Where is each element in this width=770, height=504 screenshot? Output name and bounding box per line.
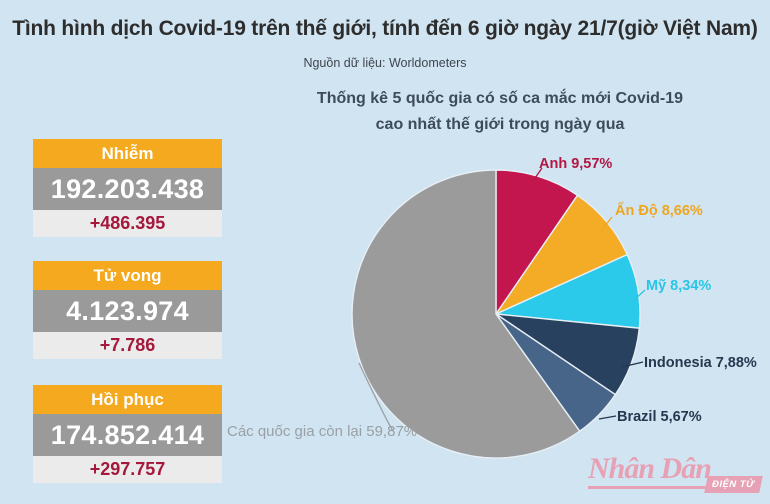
pie-connector-2 xyxy=(633,289,646,301)
pie-connector-5 xyxy=(358,362,394,432)
pie-slice-5 xyxy=(351,169,581,459)
stat-label-infections: Nhiễm xyxy=(33,139,222,168)
pie-label-an-do: Ấn Độ 8,66% xyxy=(615,203,703,219)
pie-connector-4 xyxy=(598,415,617,420)
stat-box-infections: Nhiễm 192.203.438 +486.395 xyxy=(33,139,222,237)
stat-label-deaths: Tử vong xyxy=(33,261,222,290)
pie-connector-1 xyxy=(600,216,613,232)
nhandan-logo: Nhân Dân ĐIỆN TỬ xyxy=(588,454,766,500)
pie-label-anh: Anh 9,57% xyxy=(539,156,613,172)
pie-label-indonesia: Indonesia 7,88% xyxy=(644,355,757,371)
stat-delta-deaths: +7.786 xyxy=(33,332,222,359)
pie-label-others: Các quốc gia còn lại 59,87% xyxy=(227,423,418,440)
chart-title: Thống kê 5 quốc gia có số ca mắc mới Cov… xyxy=(255,86,745,138)
stat-label-recovered: Hồi phục xyxy=(33,385,222,414)
stat-value-deaths: 4.123.974 xyxy=(33,290,222,332)
chart-title-line1: Thống kê 5 quốc gia có số ca mắc mới Cov… xyxy=(316,90,684,107)
logo-subtext: ĐIỆN TỬ xyxy=(704,476,763,493)
stat-box-deaths: Tử vong 4.123.974 +7.786 xyxy=(33,261,222,359)
stat-box-recovered: Hồi phục 174.852.414 +297.757 xyxy=(33,385,222,483)
pie-label-brazil: Brazil 5,67% xyxy=(617,409,702,425)
data-source: Nguồn dữ liệu: Worldometers xyxy=(303,56,467,70)
pie-connector-3 xyxy=(621,361,644,368)
stat-value-recovered: 174.852.414 xyxy=(33,414,222,456)
logo-text: Nhân Dân xyxy=(588,454,713,489)
chart-title-line2: cao nhất thế giới trong ngày qua xyxy=(375,116,625,133)
pie-connector-0 xyxy=(532,167,543,182)
pie-slice-0 xyxy=(495,169,579,315)
stat-value-infections: 192.203.438 xyxy=(33,168,222,210)
stat-delta-recovered: +297.757 xyxy=(33,456,222,483)
pie-label-my: Mỹ 8,34% xyxy=(646,278,712,294)
page-title: Tình hình dịch Covid-19 trên thế giới, t… xyxy=(12,17,758,40)
stat-delta-infections: +486.395 xyxy=(33,210,222,237)
